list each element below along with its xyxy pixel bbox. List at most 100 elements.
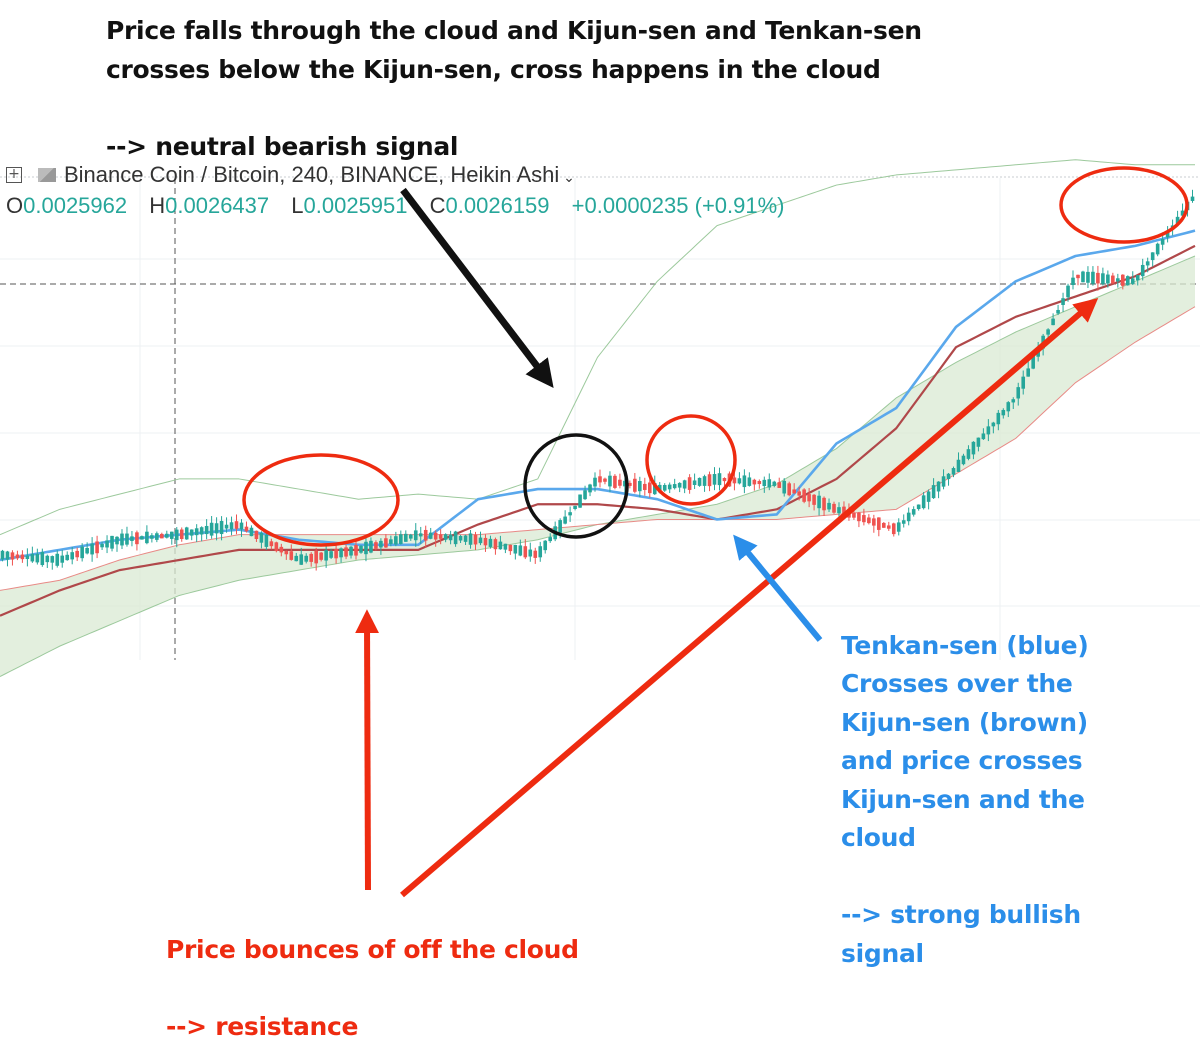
candle	[877, 517, 881, 537]
candle	[971, 441, 976, 460]
candle-body	[543, 540, 548, 551]
candle-body	[279, 546, 284, 553]
candle	[986, 419, 991, 442]
candle-body	[1096, 272, 1100, 284]
candle	[234, 514, 239, 535]
right-annotation-line3: Kijun-sen (brown)	[841, 708, 1088, 737]
candle-body	[598, 476, 602, 483]
candle	[996, 409, 1001, 431]
candle-body	[926, 491, 931, 502]
candle-body	[1091, 271, 1095, 284]
candle	[1125, 275, 1130, 286]
candle	[468, 529, 473, 549]
candle	[682, 479, 687, 494]
candle-body	[817, 495, 821, 509]
candle-body	[458, 536, 463, 541]
candle	[45, 554, 50, 569]
candle	[473, 531, 478, 551]
candle-body	[538, 546, 543, 558]
candle	[981, 428, 986, 441]
candle	[418, 526, 423, 544]
candle	[503, 543, 508, 554]
candle-body	[747, 477, 752, 486]
candle-body	[150, 535, 154, 539]
candle-body	[75, 550, 79, 558]
candle	[20, 550, 25, 563]
candle	[837, 502, 841, 519]
candle	[244, 521, 249, 533]
candle	[737, 472, 742, 485]
candle-body	[364, 541, 368, 555]
candle-body	[1121, 274, 1125, 286]
symbol-title[interactable]: Binance Coin / Bitcoin, 240, BINANCE, He…	[64, 162, 575, 188]
candle-body	[513, 544, 518, 554]
candle-body	[1076, 274, 1080, 279]
candle-body	[199, 527, 204, 535]
candle-body	[30, 553, 35, 562]
candle-body	[971, 441, 976, 455]
candle	[329, 548, 333, 560]
candle-body	[249, 527, 254, 537]
expand-plus-icon[interactable]: +	[6, 167, 22, 183]
annotation-overlays	[242, 166, 1189, 898]
candle	[324, 545, 328, 568]
candle-body	[1011, 399, 1016, 403]
candle	[423, 525, 428, 548]
candle-body	[334, 549, 338, 559]
candle-body	[568, 512, 572, 516]
candle-body	[10, 552, 15, 560]
candle	[25, 548, 30, 567]
candle	[50, 555, 55, 570]
candle	[354, 540, 358, 560]
candle-body	[478, 537, 483, 544]
candle-body	[473, 534, 478, 545]
kijun-sen	[0, 244, 1196, 617]
candle	[1066, 283, 1070, 302]
candle-body	[702, 476, 707, 486]
candle	[976, 437, 981, 452]
candle	[857, 511, 861, 528]
candle-body	[189, 529, 194, 536]
candle-body	[329, 551, 333, 558]
candle-body	[314, 550, 318, 564]
candle-body	[687, 477, 692, 490]
candle	[931, 478, 936, 499]
candle-body	[359, 545, 363, 553]
candle-body	[916, 504, 921, 510]
candle-body	[1130, 278, 1135, 284]
candle-body	[1031, 356, 1035, 369]
right-annotation-line1: Tenkan-sen (blue)	[841, 631, 1089, 660]
candle	[10, 550, 15, 566]
candle	[867, 514, 871, 525]
ohlc-legend: O0.0025962 H0.0026437 L0.0025951 C0.0026…	[6, 193, 785, 219]
candle-body	[1175, 216, 1180, 224]
candle-body	[862, 515, 866, 523]
candle-body	[1086, 271, 1090, 283]
candle-body	[55, 553, 60, 566]
candle-body	[931, 485, 936, 499]
highlight-circle-bullish-cross	[645, 414, 737, 506]
candle-body	[448, 534, 453, 541]
candle-body	[996, 412, 1001, 425]
candle-body	[956, 459, 961, 472]
candle-body	[105, 540, 109, 548]
candle-body	[324, 550, 328, 561]
candle	[399, 530, 403, 545]
candle-body	[827, 502, 831, 510]
candle	[30, 546, 35, 563]
candle-body	[1021, 376, 1026, 389]
candle-body	[882, 522, 886, 528]
candle-body	[717, 473, 722, 486]
candle-body	[1180, 210, 1185, 216]
candle	[548, 533, 552, 543]
flag-icon[interactable]	[38, 168, 56, 182]
candle	[573, 505, 577, 511]
candle	[608, 471, 612, 493]
chevron-down-icon[interactable]: ⌄	[559, 169, 575, 185]
candle	[125, 526, 129, 547]
candle	[174, 527, 179, 548]
candle-body	[120, 533, 124, 546]
candle	[483, 534, 488, 552]
candle	[319, 551, 323, 562]
candle	[523, 539, 528, 560]
